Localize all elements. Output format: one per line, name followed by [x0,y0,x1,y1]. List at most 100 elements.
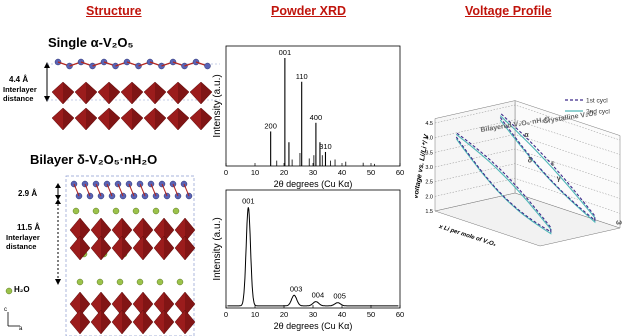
plot-frame [225,45,401,167]
octahedron-shade [63,108,74,130]
octahedron-shade [86,108,97,130]
x-tick-label: 0 [224,168,228,177]
axis-label-a: a [19,326,23,332]
bond [84,183,91,197]
octahedron-shade [122,310,132,334]
peak-label: 110 [296,72,308,81]
y-tick-label: 2.5 [425,180,433,186]
x-tick-label: 10 [251,310,259,319]
bond [95,183,102,197]
water-molecule [96,278,104,286]
peak-label: 003 [290,284,303,293]
octahedron-shade [63,82,74,104]
x-tick-label: 20 [280,310,288,319]
x-tick-label: 60 [396,168,404,177]
y-tick-label: 1.5 [425,209,433,215]
octahedron-shade [109,82,120,104]
bond [106,183,113,197]
octahedron-shade [178,108,189,130]
water-molecule [132,207,140,215]
octahedron-shade [132,108,143,130]
x-tick-label: 20 [280,168,288,177]
bond [150,183,157,197]
x-axis-label: 2θ degrees (Cu Kα) [274,179,353,189]
bilayer-xrd-chart: 0 10 20 30 40 50 60 2θ degrees (Cu Kα) Intensity… [212,189,404,331]
bond [117,183,124,197]
bond [139,183,146,197]
octahedron-shade [109,108,120,130]
octahedron-shade [201,108,212,130]
octahedron-shade [86,82,97,104]
octahedron-shade [101,236,111,260]
octahedron-shade [201,82,212,104]
octahedron-shade [101,292,111,316]
water-molecule [176,278,184,286]
octahedron-shade [101,310,111,334]
octahedron-shade [143,218,153,242]
x-tick-label: 40 [338,310,346,319]
water-legend: H₂O [14,285,30,294]
legend-entry: 1st cycl [586,98,608,105]
x-tick-label: 50 [367,310,375,319]
octahedron-shade [178,82,189,104]
bond [161,183,168,197]
grid-line [434,119,621,155]
y-axis-label: Intensity (a.u.) [212,74,223,137]
octahedron-shade [164,292,174,316]
peak-label: 001 [279,48,292,57]
water-molecule [152,207,160,215]
single-octahedra-rows [51,81,213,131]
octahedron-shade [164,218,174,242]
octahedron-shade [143,236,153,260]
octahedron-shade [155,108,166,130]
grid-line [434,178,621,214]
grid-line [434,148,621,185]
phase-label: ω [616,220,622,227]
peak-label: 400 [310,113,323,122]
octahedron-shade [80,236,90,260]
side-wall [434,100,516,212]
octahedron-shade [185,236,195,260]
xrd-pattern-line [227,207,399,307]
peak-label: 001 [242,196,255,205]
x-tick-label: 0 [224,310,228,319]
water-molecule [76,278,84,286]
octahedron-shade [132,82,143,104]
octahedron-shade [164,236,174,260]
water-molecule [116,278,124,286]
legend-entry: 2nd cycl [586,109,610,116]
bond [172,183,179,197]
y-tick-label: 2.0 [425,194,433,200]
y-tick-label: 3.5 [425,150,433,156]
bond [73,183,80,197]
bond [128,183,135,197]
bilayer-small-spacing: 2.9 Å [18,189,38,198]
water-legend-dot [5,287,13,295]
water-molecule [156,278,164,286]
voltage-curve [499,112,596,222]
x-tick-label: 10 [251,168,259,177]
x-tick-label: 60 [396,310,404,319]
octahedron-shade [122,292,132,316]
grid-line [434,104,621,141]
phase-label: α [524,132,529,139]
bilayer-spacing-label: Interlayer distance [6,233,40,251]
phase-label: δ [528,157,532,164]
y-tick-label: 4.0 [425,136,433,142]
octahedron-shade [143,292,153,316]
phase-label: γ [557,176,561,183]
x-tick-label: 30 [309,310,317,319]
x-axis-label: 2θ degrees (Cu Kα) [274,321,353,331]
peak-label: 310 [319,142,332,151]
octahedron-shade [185,310,195,334]
octahedron-shade [164,310,174,334]
octahedron-shade [122,218,132,242]
bilayer-box [65,175,196,336]
y-tick-label: 3.0 [425,165,433,171]
x-tick-label: 30 [309,168,317,177]
voltage-header: Voltage Profile [465,4,552,18]
bond [183,183,190,197]
x-tick-label: 40 [338,168,346,177]
y-axis-label: Intensity (a.u.) [212,217,223,280]
